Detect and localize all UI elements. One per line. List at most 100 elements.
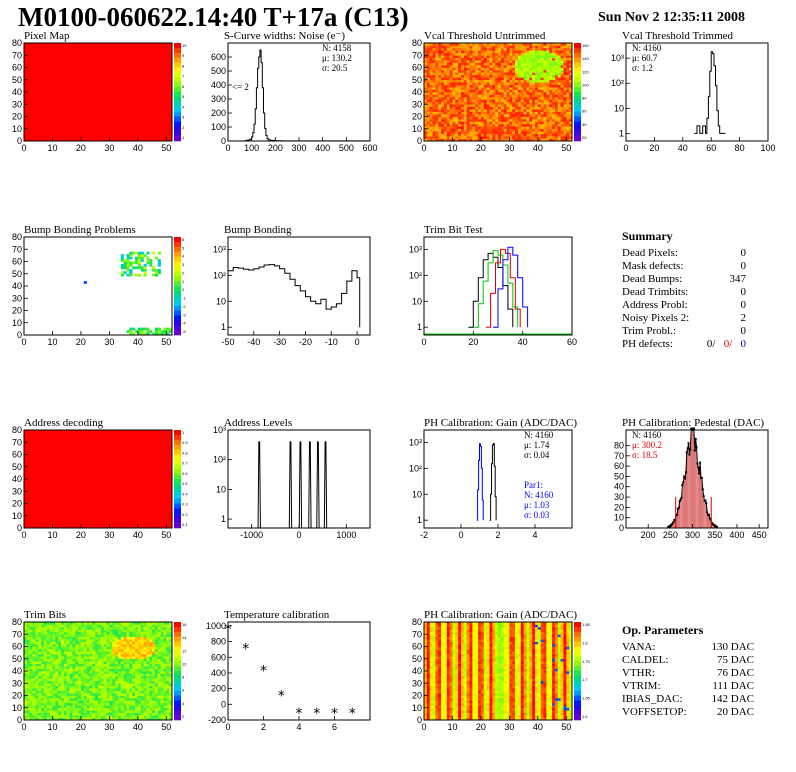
y-tick-label: 10³ [213,244,226,254]
x-tick-label: 20 [76,722,86,732]
summary-label: PH defects: [622,338,674,350]
y-tick-label: 10³ [409,437,422,447]
palette-tick-label: 1.7 [582,677,588,682]
summary-value: 0 [740,286,747,298]
ph-defects-red: 0/ [723,338,733,350]
palette-tick-label: -5 [182,329,186,334]
data-point [699,461,702,464]
data-point [694,437,697,440]
summary-label: Mask defects: [622,260,684,272]
palette-tick-label: 80 [582,96,587,101]
color-palette: 1.85 1.8 1.75 1.7 1.65 1.6 [574,622,591,721]
chart-bump-bonding: Bump Bonding -50 -40 -30 -20 -10 0 1 10 10² 10³ [213,224,371,347]
palette-tick-label: 0.9 [182,440,188,445]
x-tick-label: 0 [458,530,463,540]
data-point [698,472,701,475]
data-point [685,451,688,454]
series-line [476,443,484,521]
y-tick-label: 20 [412,691,422,701]
y-tick-label: 50 [412,75,422,85]
palette-tick-label: 6 [182,84,185,89]
data-point [706,511,709,514]
color-palette: 1 0.9 0.8 0.7 0.6 0.5 0.4 0.3 0.2 0.1 [174,430,188,529]
chart-title: Bump Bonding Problems [24,224,136,236]
plot-frame [625,429,769,529]
param-label: CALDEL: [622,654,669,666]
chart-title: Temperature calibration [224,609,330,621]
y-tick-label: 50 [12,654,22,664]
y-tick-label: 30 [12,293,22,303]
stat-text: μ: 130.2 [322,53,352,63]
palette-tick-label: 1 [182,279,185,284]
y-tick-label: 400 [211,80,226,90]
y-tick-label: 20 [12,691,22,701]
stat-text-red: σ: 18.5 [632,450,658,460]
data-point [679,498,682,501]
palette-tick-label: 0.2 [182,512,188,517]
data-point [692,427,695,430]
chart-title: PH Calibration: Pedestal (DAC) [622,417,764,429]
page-title: M0100-060622.14:40 T+17a (C13) [18,2,409,32]
chart-trim-bit-test: Trim Bit Test 0 20 40 60 1 10 10² 10³ [409,224,577,347]
x-tick-label: 300 [685,530,700,540]
x-tick-label: 0 [421,143,426,153]
param-label: VTRIM: [622,680,661,692]
y-tick-label: 0 [17,715,22,725]
op-parameters-panel: Op. Parameters VANA: 130 DAC CALDEL: 75 DA… [622,623,754,719]
x-tick-label: 30 [104,722,114,732]
stat-text: N: 4158 [322,43,352,53]
palette-tick-label: 12 [182,648,187,653]
y-tick-label: 80 [412,617,422,627]
heatmap-cells [24,430,172,528]
y-tick-label: 50 [12,462,22,472]
x-tick-label: 300 [291,143,306,153]
y-tick-label: 0 [221,136,226,146]
x-tick-label: 10 [47,722,57,732]
x-tick-label: 10 [47,530,57,540]
chart-vcal-trimmed: Vcal Threshold Trimmed 0 20 40 60 80 100 1 10 10²… [611,30,776,153]
palette-tick-label: 100 [582,82,589,87]
y-tick-label: 60 [412,63,422,73]
y-tick-label: 10 [614,103,624,113]
x-tick-label: 50 [161,143,171,153]
chart-title: PH Calibration: Gain (ADC/DAC) [424,609,577,621]
x-tick-label: 30 [504,143,514,153]
summary-label: Dead Pixels: [622,247,678,259]
x-tick-label: 60 [567,337,577,347]
x-tick-label: 100 [244,143,259,153]
x-tick-label: 1000 [336,530,356,540]
y-tick-label: 600 [211,52,226,62]
y-tick-label: 10 [12,318,22,328]
y-tick-label: 100 [211,122,226,132]
summary-value: 0 [740,247,747,259]
palette-tick-label: 16 [182,622,187,627]
data-point [676,513,679,516]
x-tick-label: 0 [421,337,426,347]
color-palette: 160 140 120 100 80 60 40 20 [574,43,589,142]
y-tick-label: 80 [412,38,422,48]
palette-tick-label: -2 [182,304,186,309]
palette-tick-label: 1.85 [582,622,591,627]
stat-text: μ: 60.7 [632,53,658,63]
x-tick-label: 0 [21,337,26,347]
y-tick-label: 1 [619,128,624,138]
y-tick-label: 200 [211,108,226,118]
palette-tick-label: 1 [182,135,185,140]
palette-tick-label: 1.8 [582,640,588,645]
x-tick-label: 0 [21,530,26,540]
data-point [708,517,711,520]
y-tick-label: 800 [211,637,226,647]
y-tick-label: 0 [221,699,226,709]
summary-row: Dead Trimbits: 0 [622,286,746,299]
data-point [689,448,692,451]
data-point [688,453,691,456]
stat-text: σ: 0.04 [524,450,550,460]
y-tick-label: 40 [12,474,22,484]
x-tick-label: 0 [225,722,230,732]
palette-tick-label: 8 [182,675,185,680]
x-tick-label: 50 [561,143,571,153]
palette-tick-label: 1.65 [582,696,591,701]
y-tick-label: 10 [12,511,22,521]
data-point [683,475,686,478]
y-tick-label: 40 [412,666,422,676]
